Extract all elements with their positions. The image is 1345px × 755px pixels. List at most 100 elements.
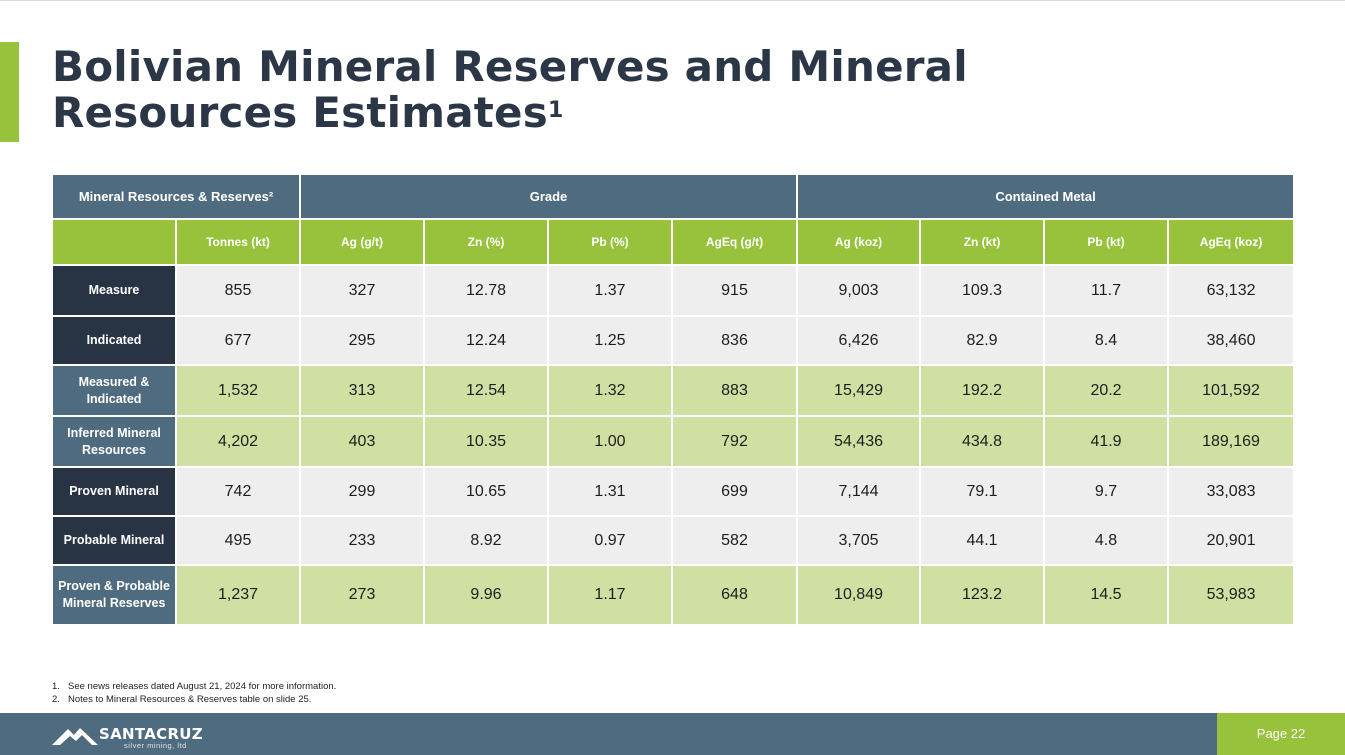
table-row-indicated: Indicated 677 295 12.24 1.25 836 6,426 8… — [51, 315, 1296, 366]
table-cell: 11.7 — [1043, 264, 1170, 317]
table-cell: 9,003 — [796, 264, 922, 317]
table-cell: 79.1 — [919, 466, 1046, 517]
table-cell: 14.5 — [1043, 564, 1170, 626]
table-cell: 836 — [670, 315, 799, 366]
table-row-probable: Probable Mineral 495 233 8.92 0.97 582 3… — [51, 515, 1296, 566]
table-cell: 1.31 — [547, 466, 673, 517]
column-header-pb-contained: Pb (kt) — [1043, 218, 1170, 266]
group-header-grade: Grade — [298, 173, 799, 220]
table-cell: 53,983 — [1167, 564, 1296, 626]
title-line-2: Resources Estimates — [52, 88, 548, 137]
table-cell: 38,460 — [1167, 315, 1296, 366]
column-header-blank — [51, 218, 177, 266]
row-label: Proven & Probable Mineral Reserves — [51, 564, 177, 626]
table-cell: 1.00 — [547, 415, 673, 468]
table-cell: 792 — [670, 415, 799, 468]
table-cell: 883 — [670, 364, 799, 417]
column-header-ag-contained: Ag (koz) — [796, 218, 922, 266]
table-cell: 3,705 — [796, 515, 922, 566]
table-cell: 41.9 — [1043, 415, 1170, 468]
row-label: Probable Mineral — [51, 515, 177, 566]
table-row-inferred: Inferred Mineral Resources 4,202 403 10.… — [51, 415, 1296, 468]
table-cell: 9.7 — [1043, 466, 1170, 517]
table-row-proven-probable: Proven & Probable Mineral Reserves 1,237… — [51, 564, 1296, 626]
table-cell: 8.92 — [423, 515, 549, 566]
brand-name: SANTACRUZ — [99, 725, 203, 743]
table-cell: 63,132 — [1167, 264, 1296, 317]
table-cell: 1,532 — [175, 364, 301, 417]
table-cell: 10.35 — [423, 415, 549, 468]
top-rule — [0, 0, 1345, 1]
table-cell: 9.96 — [423, 564, 549, 626]
table-cell: 1.32 — [547, 364, 673, 417]
table-cell: 648 — [670, 564, 799, 626]
table-cell: 295 — [299, 315, 425, 366]
table-cell: 0.97 — [547, 515, 673, 566]
column-header-zn-contained: Zn (kt) — [919, 218, 1046, 266]
table-cell: 82.9 — [919, 315, 1046, 366]
footnote-1: 1. See news releases dated August 21, 20… — [52, 680, 336, 693]
brand-tagline: silver mining, ltd — [124, 741, 187, 750]
table-cell: 192.2 — [919, 364, 1046, 417]
table-cell: 10.65 — [423, 466, 549, 517]
table-cell: 1.17 — [547, 564, 673, 626]
table-cell: 44.1 — [919, 515, 1046, 566]
row-label: Measure — [51, 264, 177, 317]
table-cell: 582 — [670, 515, 799, 566]
table-row-proven: Proven Mineral 742 299 10.65 1.31 699 7,… — [51, 466, 1296, 517]
table-cell: 1,237 — [175, 564, 301, 626]
table-cell: 12.24 — [423, 315, 549, 366]
table-cell: 699 — [670, 466, 799, 517]
footnotes: 1. See news releases dated August 21, 20… — [52, 680, 336, 706]
title-accent-bar — [0, 42, 19, 142]
row-label: Measured & Indicated — [51, 364, 177, 417]
table-cell: 6,426 — [796, 315, 922, 366]
table-row-measure: Measure 855 327 12.78 1.37 915 9,003 109… — [51, 264, 1296, 317]
row-label: Inferred Mineral Resources — [51, 415, 177, 468]
row-label: Indicated — [51, 315, 177, 366]
table-cell: 33,083 — [1167, 466, 1296, 517]
column-header-zn-grade: Zn (%) — [423, 218, 549, 266]
table-cell: 12.78 — [423, 264, 549, 317]
column-header-row: Tonnes (kt) Ag (g/t) Zn (%) Pb (%) AgEq … — [51, 218, 1296, 266]
table-cell: 12.54 — [423, 364, 549, 417]
slide-title: Bolivian Mineral Reserves and Mineral Re… — [52, 44, 1052, 136]
column-header-ageq-contained: AgEq (koz) — [1167, 218, 1296, 266]
group-header-row: Mineral Resources & Reserves² Grade Cont… — [51, 173, 1296, 220]
table-cell: 109.3 — [919, 264, 1046, 317]
title-footnote-marker: 1 — [547, 98, 564, 123]
footnote-number: 2. — [52, 694, 60, 705]
table-cell: 20,901 — [1167, 515, 1296, 566]
footnote-2: 2. Notes to Mineral Resources & Reserves… — [52, 693, 336, 706]
table-cell: 299 — [299, 466, 425, 517]
table-cell: 855 — [175, 264, 301, 317]
table-cell: 1.25 — [547, 315, 673, 366]
table-cell: 101,592 — [1167, 364, 1296, 417]
table-cell: 189,169 — [1167, 415, 1296, 468]
table-cell: 434.8 — [919, 415, 1046, 468]
table-cell: 20.2 — [1043, 364, 1170, 417]
table-cell: 403 — [299, 415, 425, 468]
table-cell: 313 — [299, 364, 425, 417]
column-header-pb-grade: Pb (%) — [547, 218, 673, 266]
group-header-contained-metal: Contained Metal — [796, 173, 1296, 220]
table-cell: 677 — [175, 315, 301, 366]
footnote-text: Notes to Mineral Resources & Reserves ta… — [68, 694, 312, 705]
table-cell: 10,849 — [796, 564, 922, 626]
footnote-number: 1. — [52, 681, 60, 692]
row-label: Proven Mineral — [51, 466, 177, 517]
table-cell: 123.2 — [919, 564, 1046, 626]
santacruz-logo: SANTACRUZ silver mining, ltd — [52, 723, 203, 751]
mountain-logo-icon — [52, 728, 98, 745]
page-number: Page 22 — [1217, 713, 1345, 755]
table-cell: 327 — [299, 264, 425, 317]
group-header-resources: Mineral Resources & Reserves² — [51, 173, 301, 220]
table-cell: 8.4 — [1043, 315, 1170, 366]
table-cell: 273 — [299, 564, 425, 626]
column-header-ageq-grade: AgEq (g/t) — [670, 218, 799, 266]
title-line-1: Bolivian Mineral Reserves and Mineral — [52, 42, 968, 91]
slide-footer: SANTACRUZ silver mining, ltd Page 22 — [0, 713, 1345, 755]
table-cell: 1.37 — [547, 264, 673, 317]
table-cell: 4,202 — [175, 415, 301, 468]
table-cell: 54,436 — [796, 415, 922, 468]
